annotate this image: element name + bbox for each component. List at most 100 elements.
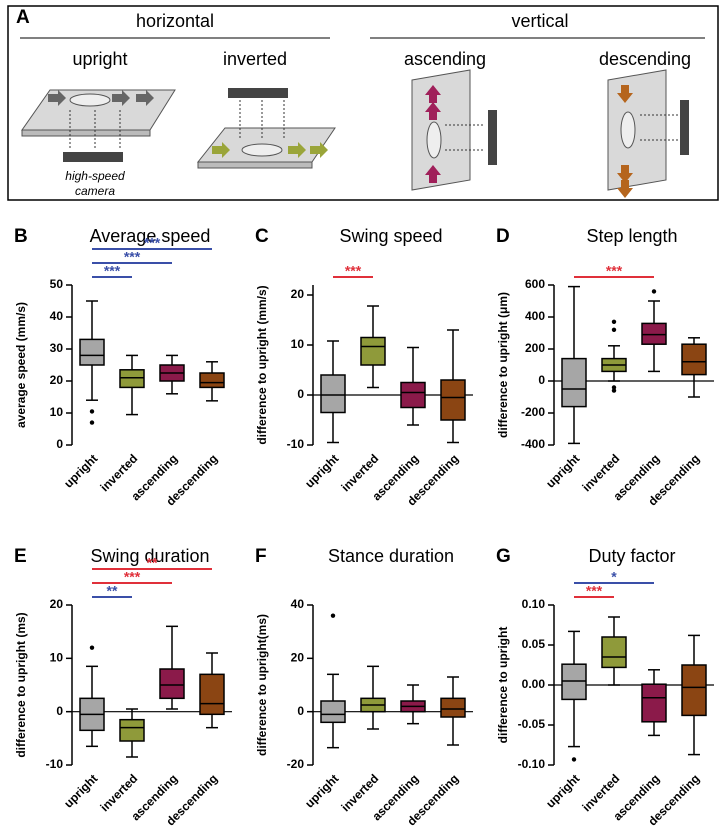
outlier	[571, 757, 577, 762]
significance-label: ***	[104, 263, 121, 279]
box	[119, 369, 145, 389]
fly	[426, 121, 442, 159]
group-title: horizontal	[136, 11, 214, 31]
view-title: upright	[72, 49, 127, 69]
y-tick-label: 20	[291, 287, 305, 301]
outlier	[611, 388, 617, 393]
y-tick-label: 0	[56, 704, 63, 718]
box	[159, 668, 185, 700]
y-tick-label: 0.05	[522, 637, 546, 651]
y-tick-label: 30	[50, 341, 64, 355]
y-tick-label: 10	[50, 405, 64, 419]
panel-letter: C	[255, 226, 269, 247]
box	[199, 673, 225, 716]
arrow	[617, 85, 633, 103]
arrow	[136, 90, 154, 106]
chart-panel: E Swing duration difference to upright (ms…	[14, 546, 232, 829]
arrow	[425, 102, 441, 120]
camera-lens	[680, 100, 689, 155]
y-axis-label: difference to upright (μm)	[496, 292, 510, 438]
box	[561, 357, 587, 408]
box	[681, 664, 707, 717]
box	[601, 636, 627, 669]
fly	[69, 93, 111, 107]
outlier	[89, 420, 95, 425]
y-axis-label: difference to upright (mm/s)	[255, 285, 269, 444]
view-title: ascending	[404, 49, 486, 69]
y-tick-label: 40	[50, 309, 64, 323]
box	[119, 718, 145, 742]
significance-label: ***	[586, 583, 603, 599]
fly	[241, 143, 283, 157]
chart-panel: F Stance duration difference to upright(ms…	[255, 546, 473, 829]
view-title: descending	[599, 49, 691, 69]
box	[440, 379, 466, 421]
y-tick-label: 0.10	[522, 597, 546, 611]
camera-lens	[488, 110, 497, 165]
x-tick-label: upright	[61, 771, 100, 810]
y-tick-label: 20	[50, 597, 64, 611]
significance-label: ***	[124, 249, 141, 265]
significance-label: ***	[124, 569, 141, 585]
arrow	[112, 90, 130, 106]
outlier	[651, 289, 657, 294]
y-tick-label: 0	[56, 437, 63, 451]
box	[440, 697, 466, 718]
camera-lens	[228, 88, 288, 98]
platform-edge	[197, 161, 313, 169]
wall	[411, 69, 471, 191]
outlier	[611, 385, 617, 390]
arrow	[425, 165, 441, 183]
outlier	[611, 319, 617, 324]
arrow	[617, 180, 633, 198]
chart-title: Step length	[586, 226, 677, 246]
chart-title: Duty factor	[588, 546, 675, 566]
panel-letter: D	[496, 226, 510, 247]
arrow	[310, 142, 328, 158]
y-axis-label: difference to upright (ms)	[14, 612, 28, 757]
arrow	[617, 165, 633, 183]
group-title: vertical	[511, 11, 568, 31]
chart-title: Average speed	[90, 226, 211, 246]
box	[641, 683, 667, 723]
y-axis-label: difference to upright	[496, 627, 510, 744]
outlier	[330, 613, 336, 618]
y-tick-label: -20	[287, 757, 305, 771]
panel-letter: E	[14, 546, 27, 567]
x-tick-label: upright	[543, 451, 582, 490]
chart-panel: G Duty factor difference to upright -0.10 -0…	[496, 546, 714, 829]
chart-title: Stance duration	[328, 546, 454, 566]
arrow	[212, 142, 230, 158]
y-axis-label: average speed (mm/s)	[14, 302, 28, 428]
y-tick-label: -200	[521, 405, 545, 419]
chart-title: Swing speed	[339, 226, 442, 246]
fly	[620, 111, 636, 149]
significance-label: *	[611, 569, 617, 585]
y-tick-label: -0.05	[518, 717, 546, 731]
y-tick-label: 600	[525, 277, 545, 291]
box	[320, 374, 346, 414]
wall	[607, 69, 667, 191]
box	[400, 381, 426, 409]
y-tick-label: 0.00	[522, 677, 546, 691]
box	[641, 322, 667, 345]
panel-frame	[7, 5, 719, 201]
y-tick-label: 400	[525, 309, 545, 323]
chart-panel: D Step length difference to upright (μm) -4…	[496, 226, 714, 509]
y-tick-label: 0	[538, 373, 545, 387]
y-tick-label: 0	[297, 704, 304, 718]
y-tick-label: 40	[291, 597, 305, 611]
y-tick-label: -10	[287, 437, 305, 451]
arrow	[425, 85, 441, 103]
y-tick-label: 20	[291, 651, 305, 665]
x-tick-label: upright	[543, 771, 582, 810]
y-tick-label: 50	[50, 277, 64, 291]
y-tick-label: -0.10	[518, 757, 546, 771]
panel-letter: A	[16, 7, 30, 28]
panel-letter: G	[496, 546, 511, 567]
y-tick-label: -400	[521, 437, 545, 451]
outlier	[89, 409, 95, 414]
camera-label: high-speed	[65, 169, 125, 183]
panel-letter: B	[14, 226, 28, 247]
arrow	[48, 90, 66, 106]
